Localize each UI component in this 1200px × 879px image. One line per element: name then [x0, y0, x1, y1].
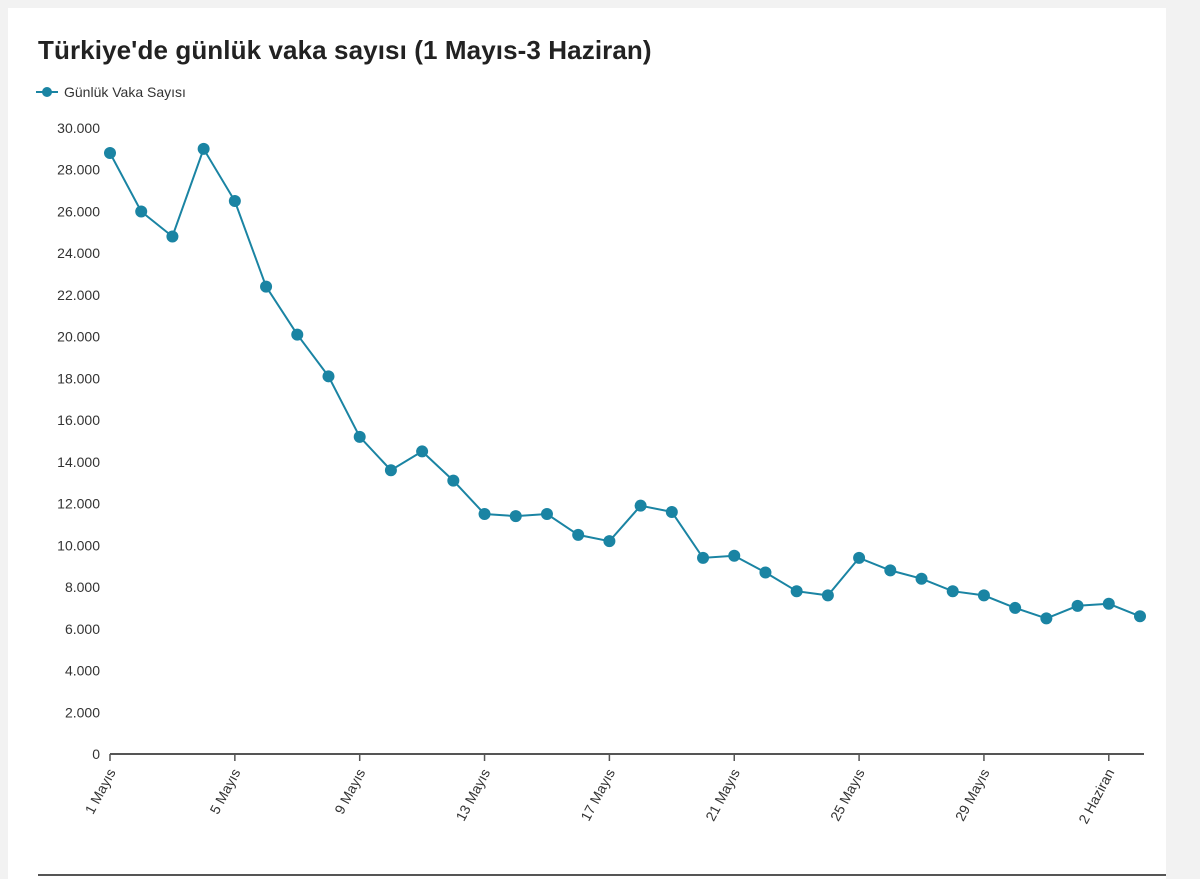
- data-point: [384, 464, 397, 477]
- data-point: [946, 585, 959, 598]
- data-point: [977, 589, 990, 602]
- data-point: [1009, 601, 1022, 614]
- data-point: [853, 551, 866, 564]
- x-tick-label: 2 Haziran: [1075, 766, 1117, 826]
- data-point: [1102, 597, 1115, 610]
- data-point: [447, 474, 460, 487]
- x-tick-label: 9 Mayıs: [331, 766, 368, 817]
- data-point: [572, 528, 585, 541]
- y-tick-label: 26.000: [57, 203, 100, 219]
- data-point: [728, 549, 741, 562]
- data-point: [821, 589, 834, 602]
- x-tick-label: 5 Mayıs: [206, 766, 243, 817]
- y-tick-label: 6.000: [65, 621, 100, 637]
- data-point: [884, 564, 897, 577]
- y-tick-label: 22.000: [57, 287, 100, 303]
- line-chart: 0 2.000 4.000 6.000 8.000 10.000 12.000 14.000 1…: [57, 120, 1146, 826]
- chart-card: Türkiye'de günlük vaka sayısı (1 Mayıs-3…: [8, 8, 1166, 879]
- data-point: [603, 535, 616, 548]
- x-tick-label: 17 Mayıs: [577, 766, 618, 824]
- data-point: [665, 505, 678, 518]
- y-tick-label: 12.000: [57, 496, 100, 512]
- data-point: [228, 195, 241, 208]
- chart-title: Türkiye'de günlük vaka sayısı (1 Mayıs-3…: [38, 35, 652, 65]
- data-point: [509, 510, 522, 523]
- legend-marker-icon: [36, 86, 58, 98]
- data-point: [634, 499, 647, 512]
- x-tick-label: 25 Mayıs: [827, 766, 868, 824]
- data-point: [540, 508, 553, 521]
- data-point: [166, 230, 179, 243]
- data-point: [353, 430, 366, 443]
- bottom-divider: [38, 874, 1166, 876]
- y-tick-label: 30.000: [57, 120, 100, 136]
- y-tick-label: 14.000: [57, 454, 100, 470]
- y-tick-label: 10.000: [57, 537, 100, 553]
- legend-label: Günlük Vaka Sayısı: [64, 84, 186, 100]
- data-point: [322, 370, 335, 383]
- data-point: [1071, 599, 1084, 612]
- x-tick-label: 1 Mayıs: [82, 766, 119, 817]
- data-point: [697, 551, 710, 564]
- data-point: [260, 280, 273, 293]
- y-tick-label: 18.000: [57, 370, 100, 386]
- y-tick-label: 2.000: [65, 704, 100, 720]
- data-point: [1134, 610, 1146, 623]
- y-tick-label: 28.000: [57, 162, 100, 178]
- legend: Günlük Vaka Sayısı: [36, 84, 186, 100]
- y-tick-label: 0: [92, 746, 100, 762]
- data-point: [416, 445, 429, 458]
- data-point: [790, 585, 803, 598]
- y-tick-label: 8.000: [65, 579, 100, 595]
- y-tick-label: 24.000: [57, 245, 100, 261]
- x-tick-label: 21 Mayıs: [702, 766, 743, 824]
- y-tick-label: 16.000: [57, 412, 100, 428]
- data-point: [197, 142, 210, 155]
- series-line: [109, 146, 1141, 620]
- data-point: [135, 205, 148, 218]
- data-point: [759, 566, 772, 579]
- data-point: [915, 572, 928, 585]
- x-tick-label: 13 Mayıs: [452, 766, 493, 824]
- data-point: [291, 328, 304, 341]
- x-tick-label: 29 Mayıs: [952, 766, 993, 824]
- data-point: [478, 508, 491, 521]
- data-point: [104, 147, 116, 160]
- y-tick-label: 4.000: [65, 663, 100, 679]
- y-tick-label: 20.000: [57, 329, 100, 345]
- data-point: [1040, 612, 1053, 625]
